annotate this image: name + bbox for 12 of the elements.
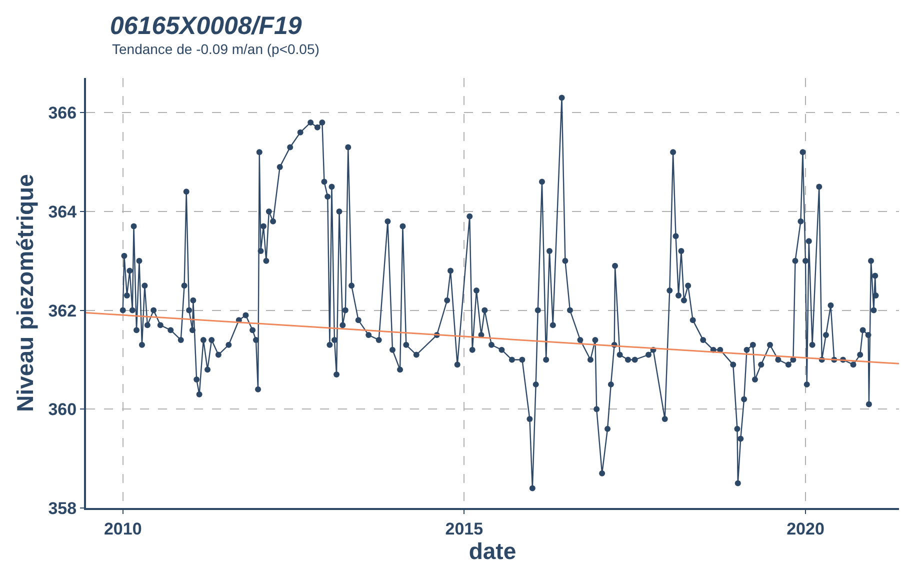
y-tick-label: 362 xyxy=(48,301,77,320)
y-tick-label: 360 xyxy=(48,400,77,420)
x-tick-label: 2015 xyxy=(445,519,484,538)
y-tick-label: 366 xyxy=(48,104,77,123)
y-tick-label: 358 xyxy=(48,498,77,518)
x-tick-label: 2010 xyxy=(104,519,142,538)
y-tick-label: 364 xyxy=(48,202,78,222)
x-tick-label: 2020 xyxy=(786,519,824,538)
y-axis-title: Niveau piezométrique xyxy=(12,174,38,412)
x-axis-title: date xyxy=(468,538,516,564)
chart-title: 06165X0008/F19 xyxy=(110,12,302,40)
chart-subtitle: Tendance de -0.09 m/an (p<0.05) xyxy=(112,41,320,57)
